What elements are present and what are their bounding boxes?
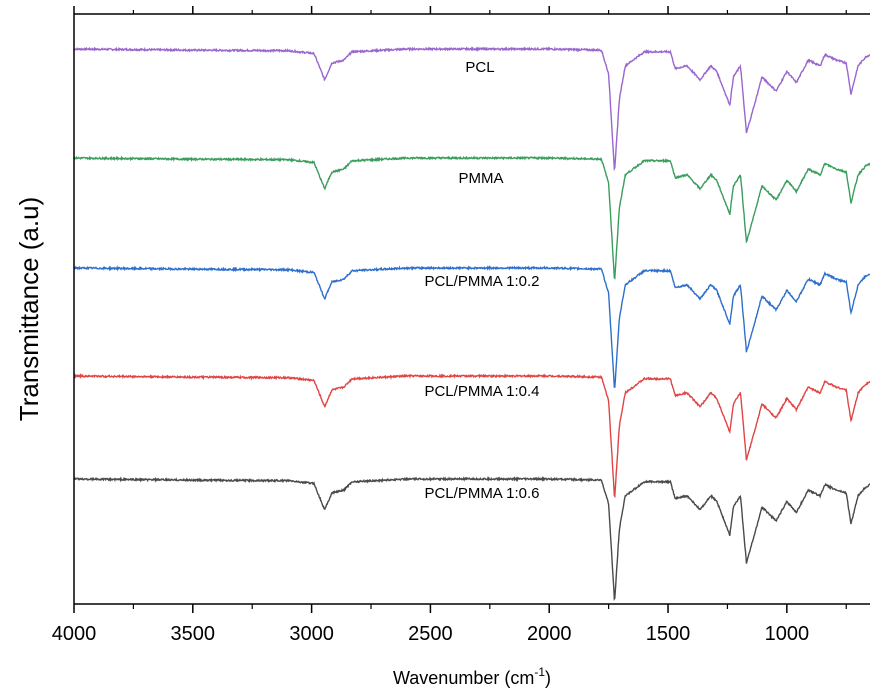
series-label-1: PMMA — [459, 170, 504, 187]
x-axis-title-main: Wavenumber (cm — [393, 668, 534, 688]
series-line-3 — [73, 373, 870, 499]
series-labels: PCL PMMA PCL/PMMA 1:0.2 PCL/PMMA 1:0.4 PCL/P… — [424, 59, 539, 502]
axes-layer — [73, 13, 870, 605]
x-axis-title: Wavenumber (cm-1) — [393, 665, 551, 688]
series-line-0 — [73, 46, 870, 172]
x-tick-label-3000: 3000 — [289, 623, 334, 645]
series-line-2 — [73, 264, 870, 388]
series-layer — [73, 46, 870, 602]
series-line-4 — [73, 475, 870, 602]
series-label-3: PCL/PMMA 1:0.4 — [424, 383, 539, 400]
x-tick-label-4000: 4000 — [52, 623, 97, 645]
series-label-0: PCL — [465, 59, 494, 76]
x-axis-title-sup: -1 — [534, 665, 545, 679]
x-tick-label-2500: 2500 — [408, 623, 453, 645]
ticks-layer: 4000 3500 3000 2500 2000 1500 1000 — [52, 6, 847, 645]
x-tick-label-1500: 1500 — [646, 623, 691, 645]
series-label-4: PCL/PMMA 1:0.6 — [424, 485, 539, 502]
series-line-1 — [73, 155, 870, 280]
y-axis-title: Transmittance (a.u) — [14, 197, 44, 421]
x-axis-title-close: ) — [545, 668, 551, 688]
series-label-2: PCL/PMMA 1:0.2 — [424, 273, 539, 290]
x-tick-label-2000: 2000 — [527, 623, 572, 645]
x-tick-label-1000: 1000 — [765, 623, 810, 645]
x-tick-label-3500: 3500 — [171, 623, 216, 645]
